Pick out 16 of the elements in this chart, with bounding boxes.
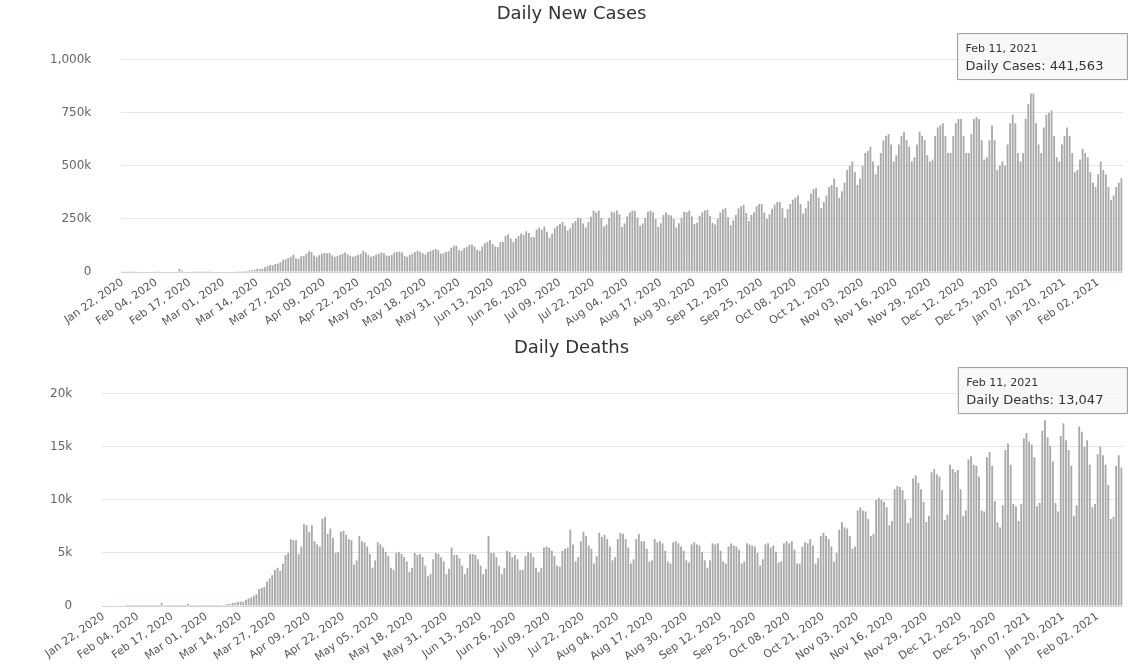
y-tick-label: 1,000k [49,51,92,66]
y-tick-label: 0 [64,598,73,613]
chart-title: Daily New Cases [496,2,647,24]
annotation: Daily Deaths: 13,047 [966,391,1104,407]
y-tick-label: 5k [57,545,73,560]
y-tick-label: 250k [61,211,92,226]
text: Feb 11, 2021 [966,375,1039,389]
y-tick-label: 10k [50,491,73,506]
annotation: Daily Cases: 441,563 [965,57,1104,73]
y-tick-label: 500k [61,157,92,172]
y-tick-label: 20k [50,385,73,400]
text: Feb 11, 2021 [965,41,1038,55]
chart-title: Daily Deaths [513,336,630,358]
y-tick-label: 0 [83,264,92,279]
y-tick-label: 15k [50,438,73,453]
y-tick-label: 750k [61,104,92,119]
